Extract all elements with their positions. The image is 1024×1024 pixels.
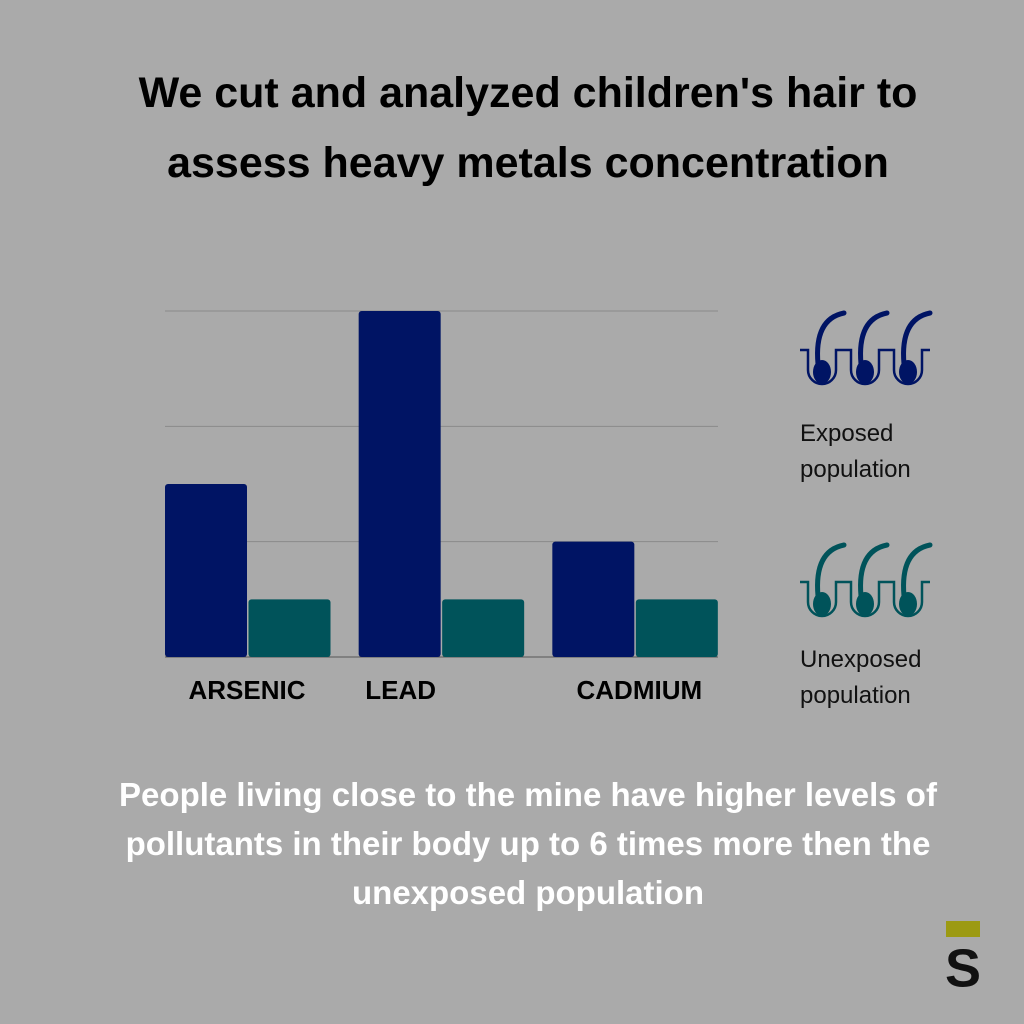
legend-label: Unexposed population [800,646,922,709]
legend-icon [800,580,930,618]
chart-subtitle: People living close to the mine have hig… [119,776,937,911]
legend-icon [858,310,890,367]
legend-icon [815,310,847,367]
brand-logo: S [945,938,981,998]
legend-icon [901,310,933,367]
legend-icon [800,348,930,386]
legend-icon [901,542,933,599]
x-tick-label: LEAD [365,675,436,705]
bar [442,599,525,657]
bar [635,599,718,657]
chart-title: We cut and analyzed children's hair to a… [138,69,918,187]
legend-icon [858,542,890,599]
bar [248,599,331,657]
bar [165,484,247,657]
x-tick-label: ARSENIC [188,675,305,705]
legend-icon [815,542,847,599]
bar [358,311,441,657]
x-tick-label: CADMIUM [577,675,703,705]
bar [552,541,635,657]
brand-bar [946,921,980,937]
legend-label: Exposed population [800,420,911,483]
